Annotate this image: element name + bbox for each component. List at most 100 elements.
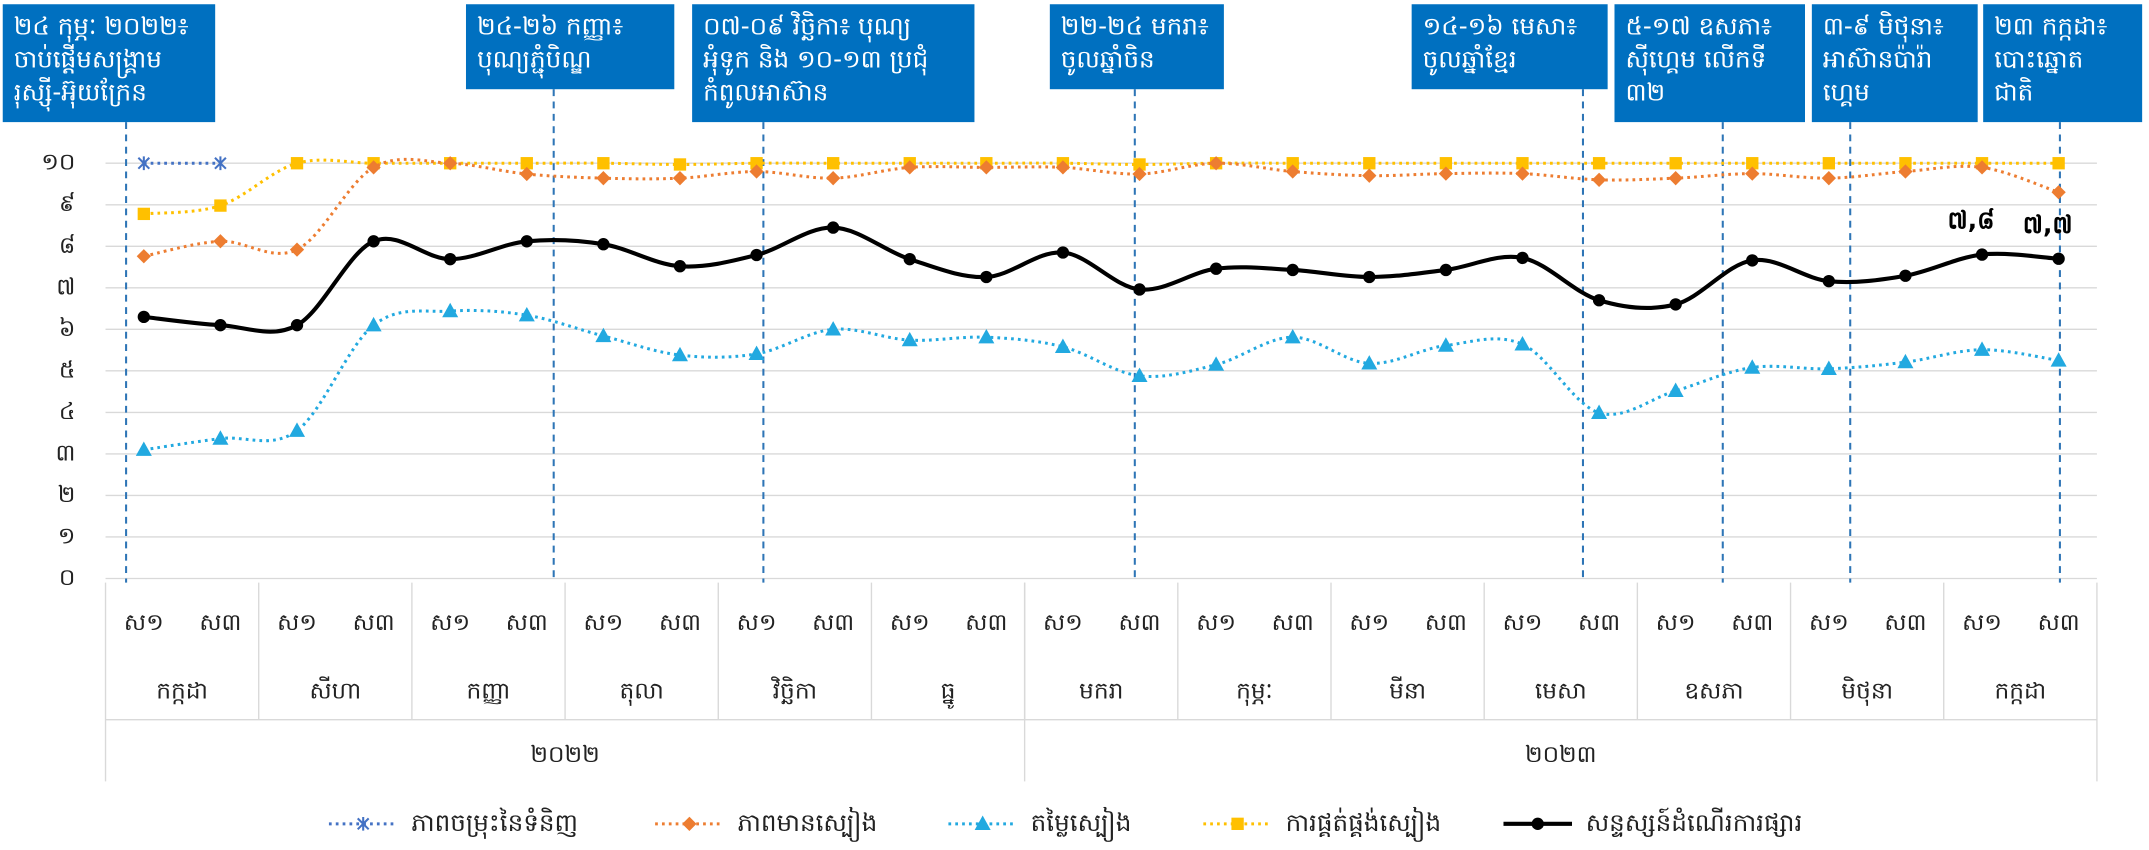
series-line [143, 225, 2059, 334]
month-label: វិច្ឆិកា [771, 676, 817, 705]
x-tick-label: ស១ [1349, 609, 1389, 636]
point [290, 157, 304, 170]
point [901, 331, 918, 347]
year-label: ២០២២ [530, 741, 599, 768]
event-text: ៥-១៧ ឧសភា៖ [1625, 12, 1772, 41]
point [2052, 252, 2065, 265]
year-label: ២០២៣ [1525, 741, 1597, 768]
point [903, 252, 916, 266]
event-text: ០៧-០៩ វិច្ឆិកា៖ បុណ្យ [703, 11, 911, 43]
event-box [1614, 4, 1805, 123]
x-tick-label: ស១ [1656, 609, 1696, 636]
month-label: ធ្នូ [941, 678, 956, 710]
event-text: ២២-២៤ មករា៖ [1061, 12, 1209, 41]
y-tick-label: ៣ [55, 439, 75, 466]
point [673, 158, 687, 171]
point [1439, 263, 1453, 277]
x-tick-label: ស៣ [353, 609, 395, 636]
point [1363, 270, 1376, 284]
point [980, 270, 993, 284]
point [1284, 328, 1301, 344]
event-text: រុស្ស៊ី-អ៊ុយក្រែន [14, 76, 147, 111]
event-text: ចូលឆ្នាំចិន [1061, 43, 1155, 75]
point [1899, 269, 1912, 282]
y-tick-label: ២ [58, 481, 76, 508]
point [974, 815, 991, 830]
y-tick-label: ៤ [59, 398, 75, 425]
point [1974, 341, 1991, 356]
point [367, 235, 380, 248]
event-text: ២៤ កុម្ភៈ ២០២២៖ [14, 12, 189, 43]
event-box [1811, 4, 1978, 123]
x-tick-label: ស១ [1503, 609, 1543, 636]
point [672, 171, 688, 186]
event-text: អាស៊ានប៉ារ៉ា [1823, 44, 1933, 73]
series: ៧,៨ ៧,៧ [137, 206, 2073, 334]
point [597, 157, 610, 170]
month-label: មិថុនា [1841, 676, 1893, 707]
month-label: ឧសភា [1684, 678, 1743, 705]
y-tick-label: ៦ [59, 315, 75, 342]
event-text: ១៤-១៦ មេសា៖ [1423, 12, 1578, 41]
point [1515, 166, 1530, 181]
x-tick-label: ស១ [1043, 609, 1083, 636]
event-text: ស៊ីហ្គេម លើកទី [1625, 43, 1766, 75]
point [214, 319, 227, 332]
series [137, 156, 227, 171]
point [825, 321, 842, 336]
series [137, 157, 2065, 221]
point [442, 302, 459, 318]
point [1669, 157, 1682, 170]
point [1363, 157, 1376, 170]
month-label: កុម្ភៈ [1236, 678, 1273, 707]
month-label: តុលា [620, 678, 664, 707]
y-tick-label: ០ [59, 564, 75, 591]
x-tick-label: ស១ [124, 609, 164, 636]
event-text: ហ្គេម [1823, 77, 1870, 107]
event-text: ចាប់ផ្ដើមសង្គ្រាម [14, 43, 162, 78]
event-text: បោះឆ្នោត [1994, 44, 2083, 74]
point [1820, 360, 1837, 375]
point [1531, 817, 1544, 830]
x-tick-label: ស៣ [1731, 609, 1773, 636]
x-tick-label: ស១ [1962, 609, 2002, 636]
point [2052, 157, 2065, 170]
point [1592, 157, 1606, 170]
x-tick-label: ស៣ [659, 609, 701, 636]
series-line [143, 157, 2060, 258]
point [749, 164, 764, 179]
x-tick-label: ស៣ [965, 609, 1007, 636]
point [1054, 338, 1071, 353]
y-tick-label: ៧ [56, 273, 75, 300]
point [1231, 817, 1244, 830]
point [1133, 283, 1146, 296]
point [290, 319, 304, 332]
point [1438, 166, 1454, 181]
point [597, 238, 610, 251]
point [1898, 164, 1913, 179]
series [135, 302, 2067, 456]
point [1056, 246, 1070, 259]
point [1821, 171, 1836, 186]
point [1822, 274, 1836, 288]
point [444, 252, 457, 266]
event-box [465, 4, 675, 90]
x-tick-label: ស៣ [1272, 609, 1314, 636]
month-label: កញ្ញា [467, 678, 511, 705]
point [1437, 337, 1454, 352]
month-label: មីនា [1389, 676, 1426, 705]
legend-label: តម្លៃស្បៀង [1031, 806, 1132, 842]
legend-label: ភាពមានស្បៀង [737, 806, 877, 842]
point [288, 422, 306, 437]
point [519, 166, 534, 182]
y-tick-label: ១០ [41, 149, 75, 176]
point [136, 249, 151, 264]
x-tick-label: ស៣ [1425, 609, 1467, 636]
point [135, 441, 152, 456]
point [520, 235, 533, 248]
point [826, 221, 840, 234]
event-box [1983, 4, 2143, 123]
point [1591, 404, 1608, 419]
point [748, 345, 765, 361]
